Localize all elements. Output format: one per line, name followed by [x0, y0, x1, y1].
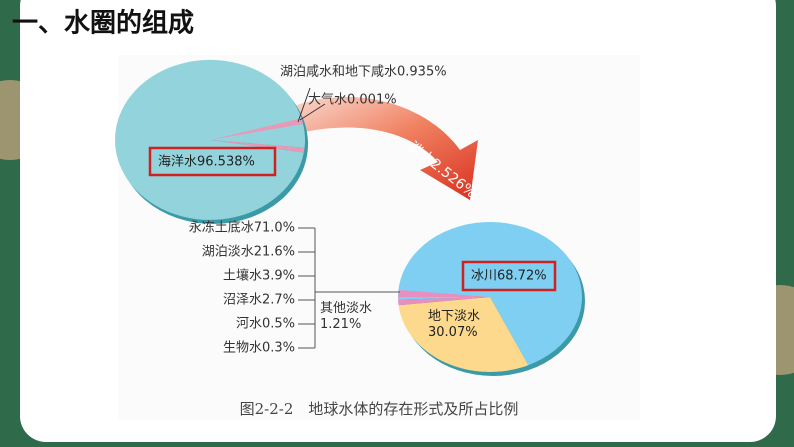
pie-slice: [210, 140, 305, 153]
leader: [297, 87, 311, 123]
pie-slice: [115, 59, 306, 220]
leader: [299, 103, 326, 121]
label: 冰川68.72%: [471, 269, 547, 284]
highlight-box: [461, 260, 557, 292]
label: 其他淡水 1.21%: [320, 301, 372, 332]
pie-slice: [398, 297, 529, 373]
list-label: 永冻土底冰71.0%: [189, 220, 295, 236]
wedge-accent: [398, 290, 490, 297]
pie-slice: [398, 222, 583, 366]
list-label: 生物水0.3%: [223, 341, 295, 356]
label: 湖泊咸水和地下咸水0.935%: [280, 65, 447, 80]
wedge-accent: [210, 118, 303, 140]
highlight-box: [148, 146, 277, 177]
freshwater-arrow: [270, 96, 478, 200]
label: 海洋水96.538%: [158, 155, 255, 170]
caption: 图2-2-2 地球水体的存在形式及所占比例: [240, 400, 519, 418]
list-label: 沼泽水2.7%: [223, 293, 295, 308]
list-label: 土壤水3.9%: [223, 268, 295, 284]
title: 一、水圈的组成: [12, 8, 194, 39]
list-label: 湖泊淡水21.6%: [202, 245, 295, 260]
label: 大气水0.001%: [308, 92, 397, 108]
pie-slice: [398, 297, 490, 306]
list-label: 河水0.5%: [236, 317, 295, 332]
label: 地下淡水 30.07%: [428, 309, 480, 340]
